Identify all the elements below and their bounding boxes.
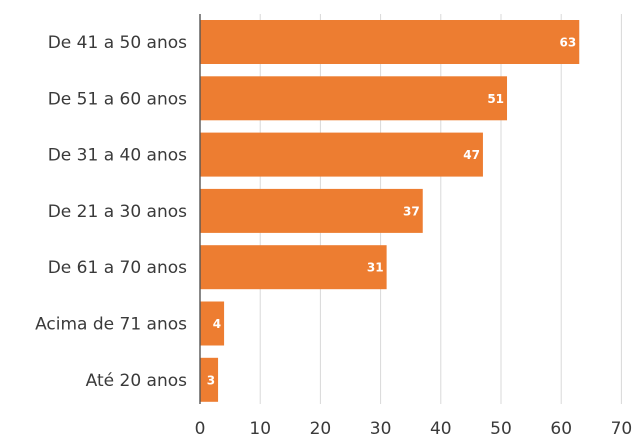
bar-value-label: 31	[367, 261, 384, 275]
bars: 63 51 47 37 31 4 3	[200, 20, 580, 402]
bar-value-label: 4	[213, 317, 221, 331]
category-label: De 31 a 40 anos	[48, 146, 187, 166]
bar	[200, 357, 219, 402]
bar	[200, 132, 483, 177]
x-tick-label: 10	[249, 419, 271, 439]
x-axis-tick-labels: 0 10 20 30 40 50 60 70	[195, 419, 633, 439]
x-tick-label: 60	[550, 419, 572, 439]
x-tick-label: 0	[195, 419, 206, 439]
x-tick-label: 50	[490, 419, 512, 439]
category-label: Acima de 71 anos	[35, 315, 187, 335]
category-label: De 21 a 30 anos	[48, 202, 187, 222]
bar	[200, 188, 423, 233]
bar-value-label: 3	[207, 373, 215, 387]
x-tick-label: 70	[611, 419, 633, 439]
bar-value-label: 37	[403, 204, 420, 218]
bar-value-label: 47	[463, 148, 480, 162]
x-tick-label: 20	[310, 419, 332, 439]
category-label: De 51 a 60 anos	[48, 89, 187, 109]
x-tick-label: 30	[370, 419, 392, 439]
bar	[200, 76, 508, 121]
category-label: De 61 a 70 anos	[48, 258, 187, 278]
bar	[200, 301, 225, 346]
bar-value-label: 63	[560, 36, 577, 50]
bar-value-label: 51	[487, 92, 504, 106]
category-label: Até 20 anos	[86, 371, 187, 391]
category-label: De 41 a 50 anos	[48, 33, 187, 53]
x-tick-label: 40	[430, 419, 452, 439]
bar	[200, 245, 387, 290]
bar	[200, 20, 580, 64]
category-labels: De 41 a 50 anos De 51 a 60 anos De 31 a 40…	[35, 33, 187, 391]
